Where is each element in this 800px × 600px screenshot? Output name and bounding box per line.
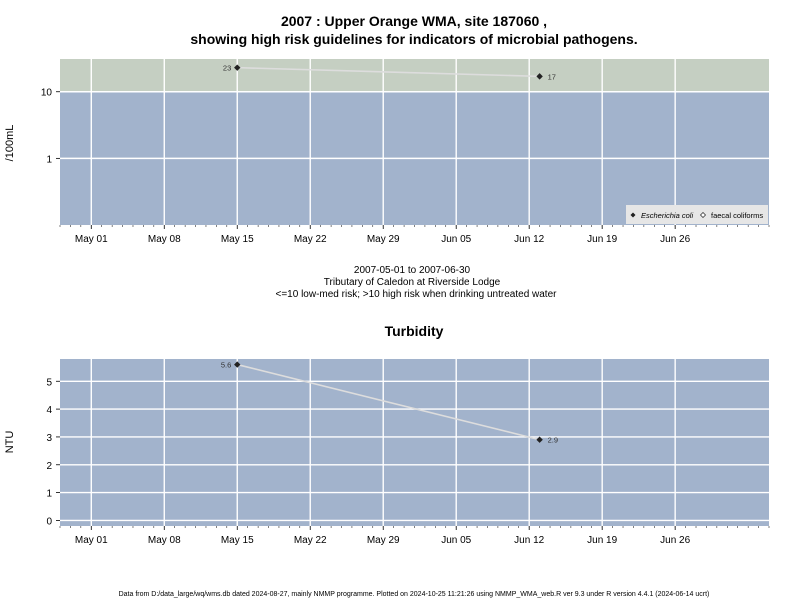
chart1-x-tick-label: Jun 12 <box>514 234 544 245</box>
chart1-data-point <box>234 64 241 71</box>
legend-fc-marker <box>700 212 706 218</box>
chart2-data-label: 5.6 <box>221 361 231 370</box>
risk-guideline-text: <=10 low-med risk; >10 high risk when dr… <box>276 289 558 300</box>
chart1-x-tick-label: May 29 <box>367 234 400 245</box>
chart2-series-line <box>237 363 540 441</box>
legend-box <box>626 205 768 224</box>
chart1-y-tick-label: 1 <box>46 154 52 165</box>
chart1-x-tick-label: May 22 <box>294 234 327 245</box>
chart1-series-line <box>237 66 540 78</box>
chart2-y-tick-label: 4 <box>46 405 52 416</box>
chart1-x-tick-label: Jun 05 <box>441 234 471 245</box>
chart1-legend: Escherichia coli faecal coliforms <box>626 205 768 224</box>
chart1-x-tick-label: May 08 <box>148 234 181 245</box>
chart1-x-tick-label: Jun 19 <box>587 234 617 245</box>
chart2-data-point <box>536 436 543 443</box>
chart1-x-tick-label: Jun 26 <box>660 234 690 245</box>
chart1-title-line2: showing high risk guidelines for indicat… <box>190 31 637 47</box>
chart2-data-point <box>234 361 241 368</box>
chart1-x-tick-label: May 01 <box>75 234 108 245</box>
chart1-y-axis-label: /100mL <box>4 125 16 162</box>
chart2-x-tick-label: Jun 12 <box>514 535 544 546</box>
chart1-data-label: 17 <box>548 72 556 81</box>
legend-ecoli-label: Escherichia coli <box>641 211 693 220</box>
chart2-title: Turbidity <box>385 323 444 339</box>
chart1-data-label: 23 <box>223 64 231 73</box>
chart2-x-tick-label: Jun 19 <box>587 535 617 546</box>
chart2-y-tick-label: 0 <box>46 516 52 527</box>
chart2-y-tick-label: 2 <box>46 461 52 472</box>
chart2-x-tick-label: May 08 <box>148 535 181 546</box>
chart2-y-tick-label: 5 <box>46 377 52 388</box>
chart2-x-tick-label: May 15 <box>221 535 254 546</box>
chart2-x-tick-label: May 01 <box>75 535 108 546</box>
legend-ecoli-marker <box>630 212 636 218</box>
chart1-data-point <box>536 73 543 80</box>
chart2-x-tick-label: Jun 26 <box>660 535 690 546</box>
chart2-y-tick-label: 3 <box>46 433 52 444</box>
legend-fc-label: faecal coliforms <box>711 211 763 220</box>
chart2-plot-area: May 01 May 08 May 15 May 22 May 29 Jun 05 Jun … <box>46 359 770 546</box>
chart2-x-tick-label: May 29 <box>367 535 400 546</box>
chart2-background <box>60 359 769 526</box>
site-description-text: Tributary of Caledon at Riverside Lodge <box>324 277 501 288</box>
chart1-title-line1: 2007 : Upper Orange WMA, site 187060 , <box>281 13 547 29</box>
footer-note: Data from D:/data_large/wq/wms.db dated … <box>119 591 710 598</box>
chart1-y-tick-label: 10 <box>41 88 53 99</box>
chart2-data-label: 2.9 <box>548 436 558 445</box>
chart1-plot-area: May 01 May 08 May 15 May 22 May 29 Jun 05 Jun … <box>41 59 770 245</box>
chart2-x-tick-label: Jun 05 <box>441 535 471 546</box>
chart2-x-tick-label: May 22 <box>294 535 327 546</box>
date-range-text: 2007-05-01 to 2007-06-30 <box>354 265 471 276</box>
chart1-x-tick-label: May 15 <box>221 234 254 245</box>
chart2-y-axis-label: NTU <box>4 431 16 454</box>
chart1-high-risk-band <box>60 59 769 92</box>
chart2-y-tick-label: 1 <box>46 489 52 500</box>
